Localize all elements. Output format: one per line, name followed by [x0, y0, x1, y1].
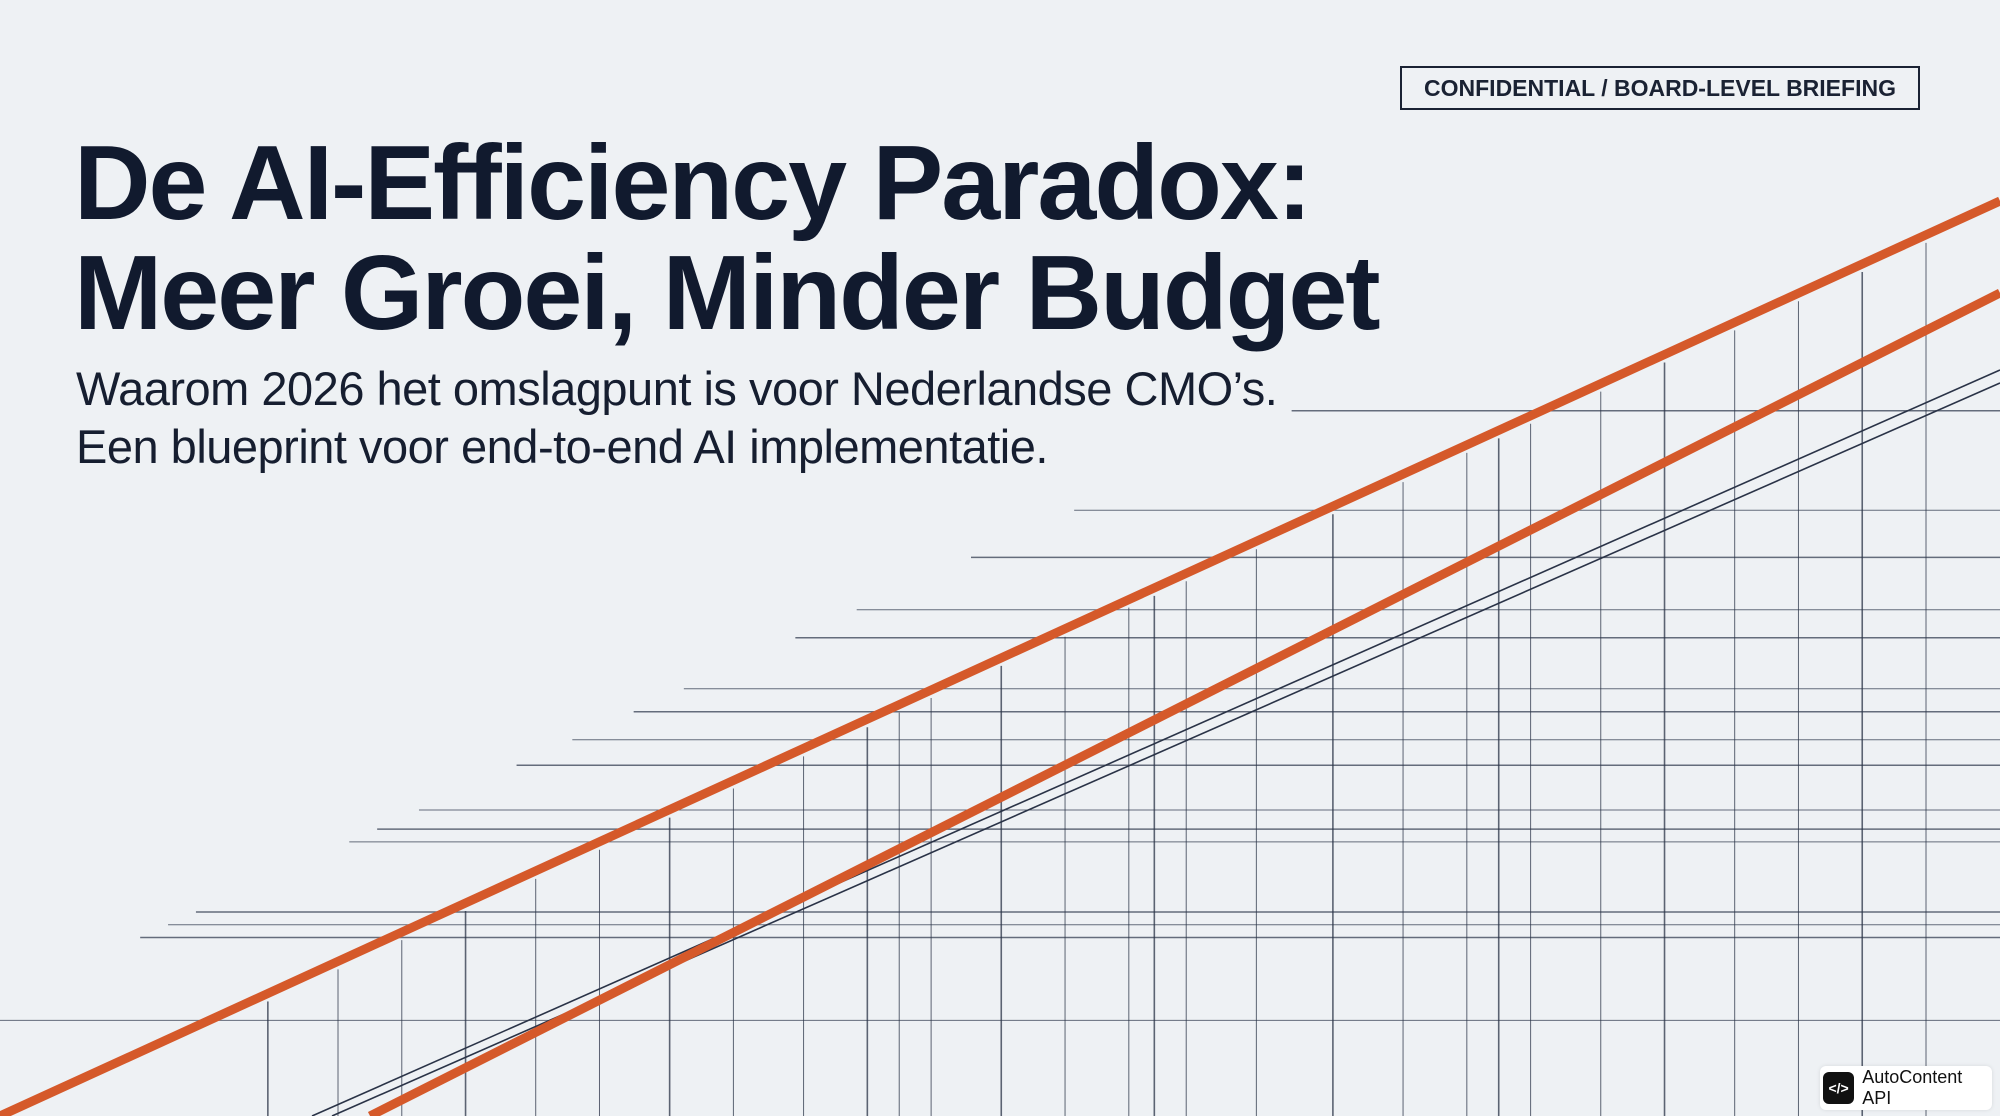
- decor-line: [0, 196, 2000, 1116]
- decor-line: [311, 369, 2000, 1116]
- decor-line: [367, 288, 2000, 1116]
- subtitle: Waarom 2026 het omslagpunt is voor Neder…: [76, 360, 1278, 476]
- watermark-text: AutoContent API: [1862, 1067, 1963, 1108]
- watermark-icon: </>: [1823, 1072, 1855, 1104]
- title-line: Meer Groei, Minder Budget: [74, 234, 1381, 352]
- subtitle-line: Waarom 2026 het omslagpunt is voor Neder…: [76, 362, 1278, 415]
- watermark[interactable]: </> AutoContent API: [1820, 1066, 1992, 1110]
- title-line: De AI-Efficiency Paradox:: [74, 124, 1312, 242]
- confidential-badge: CONFIDENTIAL / BOARD-LEVEL BRIEFING: [1400, 66, 1920, 110]
- title: De AI-Efficiency Paradox: Meer Groei, Mi…: [74, 124, 1381, 352]
- subtitle-line: Een blueprint voor end-to-end AI impleme…: [76, 420, 1048, 473]
